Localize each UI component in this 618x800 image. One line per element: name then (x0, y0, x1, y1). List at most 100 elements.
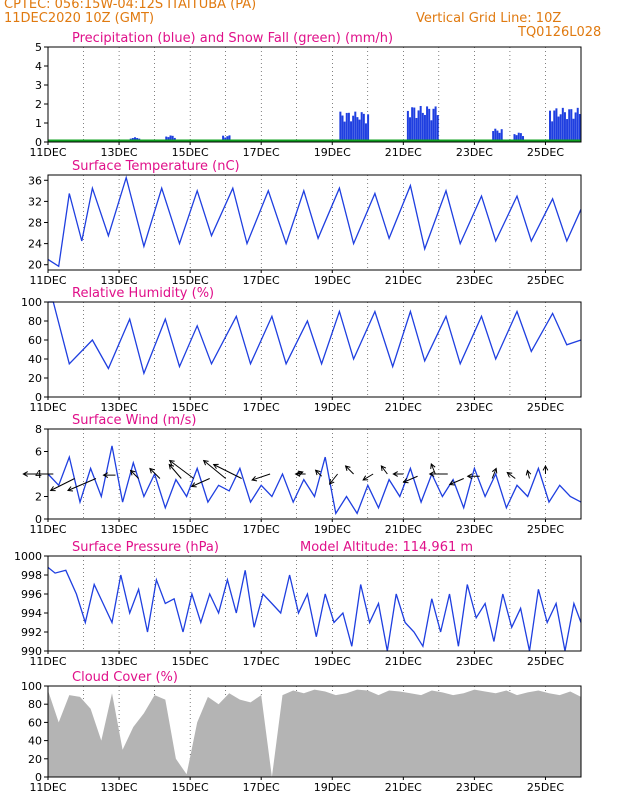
precip-bar (350, 121, 353, 142)
x-tick-label: 19DEC (314, 401, 351, 414)
x-tick-label: 15DEC (172, 655, 209, 668)
wind-arrow (67, 478, 97, 491)
precip-bar (578, 114, 581, 142)
chart-panel-5 (44, 555, 582, 654)
x-tick-label: 25DEC (527, 401, 564, 414)
y-tick-label: 5 (35, 41, 42, 54)
wind-arrow-head (448, 480, 455, 486)
x-tick-label: 19DEC (314, 781, 351, 794)
precip-bar (426, 106, 429, 142)
precip-bar (171, 135, 174, 142)
x-tick-label: 11DEC (29, 523, 66, 536)
wind-arrow (130, 470, 139, 479)
panel-title: Precipitation (blue) and Snow Fall (gree… (72, 31, 393, 46)
precip-bar (409, 117, 412, 142)
wind-arrow (315, 469, 322, 477)
precip-bar (165, 136, 168, 142)
y-tick-label: 0 (35, 771, 42, 784)
y-tick-label: 4 (35, 468, 42, 481)
precip-bar (222, 135, 225, 142)
wind-arrow (506, 472, 516, 479)
wind-arrow (345, 465, 354, 475)
series-line (47, 566, 582, 652)
grid-note-header: Vertical Grid Line: 10Z (416, 11, 562, 26)
y-tick-label: 2 (35, 491, 42, 504)
y-tick-label: 60 (28, 716, 42, 729)
precip-bar (228, 135, 231, 142)
wind-arrow (430, 463, 436, 475)
y-tick-label: 2 (35, 98, 42, 111)
precip-bar (574, 112, 577, 142)
x-tick-label: 17DEC (243, 274, 280, 287)
precip-bar (360, 112, 363, 142)
x-tick-label: 17DEC (243, 781, 280, 794)
x-tick-label: 21DEC (385, 655, 422, 668)
precip-bar (432, 108, 435, 142)
wind-arrow-head (251, 475, 258, 482)
x-tick-label: 17DEC (243, 523, 280, 536)
y-tick-label: 80 (28, 315, 42, 328)
precip-bar (411, 107, 414, 142)
chart-panel-1 (44, 46, 582, 145)
plot-frame (47, 46, 582, 143)
panel-title: Surface Wind (m/s) (72, 413, 196, 428)
y-tick-label: 80 (28, 698, 42, 711)
precip-bar (352, 115, 355, 142)
x-tick-label: 19DEC (314, 274, 351, 287)
x-tick-label: 15DEC (172, 146, 209, 159)
chart-panel-6 (44, 685, 582, 780)
x-tick-label: 25DEC (527, 146, 564, 159)
x-tick-label: 13DEC (101, 781, 138, 794)
x-tick-label: 23DEC (456, 146, 493, 159)
x-tick-label: 19DEC (314, 146, 351, 159)
plot-frame (47, 555, 582, 652)
wind-arrow-head (212, 463, 219, 469)
x-tick-label: 19DEC (314, 655, 351, 668)
wind-arrow-head (328, 478, 335, 485)
y-tick-label: 990 (21, 645, 42, 658)
x-tick-label: 21DEC (385, 146, 422, 159)
y-tick-label: 20 (28, 753, 42, 766)
y-tick-label: 0 (35, 136, 42, 149)
x-tick-label: 13DEC (101, 274, 138, 287)
wind-arrow (213, 464, 242, 479)
x-tick-label: 25DEC (527, 274, 564, 287)
x-tick-label: 11DEC (29, 781, 66, 794)
y-tick-label: 0 (35, 513, 42, 526)
y-tick-label: 24 (28, 238, 42, 251)
wind-arrow-head (49, 486, 56, 492)
wind-arrow (169, 460, 194, 479)
x-tick-label: 25DEC (527, 523, 564, 536)
precip-bar (559, 114, 562, 142)
wind-arrow-head (129, 469, 136, 476)
wind-arrow-head (102, 472, 109, 478)
x-tick-label: 15DEC (172, 274, 209, 287)
panel-title: Cloud Cover (%) (72, 670, 178, 685)
wind-arrow-head (294, 471, 301, 477)
precip-bar (354, 111, 357, 142)
wind-arrow-head (491, 467, 498, 474)
precip-bar (434, 106, 437, 142)
x-tick-label: 17DEC (243, 655, 280, 668)
cloud-cover-area (48, 689, 581, 777)
wind-arrow (526, 470, 530, 479)
precip-bar (492, 131, 495, 142)
precip-bar (415, 117, 418, 142)
precip-bar (341, 115, 344, 142)
precip-bar (561, 107, 564, 142)
y-tick-label: 992 (21, 626, 42, 639)
series-line (47, 445, 582, 516)
precip-bar (347, 112, 350, 142)
y-tick-label: 100 (21, 296, 42, 309)
wind-arrow-head (168, 463, 175, 470)
x-tick-label: 25DEC (527, 781, 564, 794)
y-tick-label: 996 (21, 588, 42, 601)
wind-arrow (50, 478, 75, 491)
y-tick-label: 20 (28, 259, 42, 272)
precip-bar (356, 117, 359, 142)
precip-bar (421, 112, 424, 142)
x-tick-label: 11DEC (29, 146, 66, 159)
y-tick-label: 28 (28, 217, 42, 230)
wind-arrow-head (362, 475, 369, 481)
precip-bar (572, 118, 575, 142)
